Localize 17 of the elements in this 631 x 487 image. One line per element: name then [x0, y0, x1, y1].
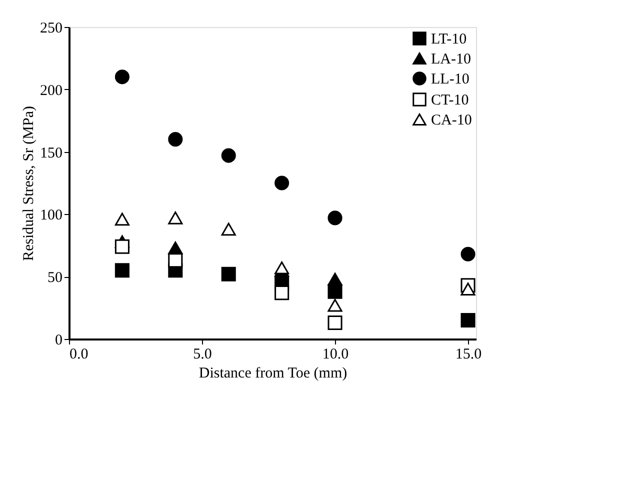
legend-label: LL-10	[431, 72, 470, 88]
y-tick-label: 250	[40, 20, 62, 36]
y-axis-title: Residual Stress, Sr (MPa)	[21, 106, 37, 261]
legend-label: CT-10	[431, 92, 469, 108]
x-axis-title: Distance from Toe (mm)	[198, 366, 348, 382]
y-tick-label: 50	[48, 270, 62, 286]
legend-label: CA-10	[431, 112, 472, 128]
y-tick-label: 100	[40, 208, 62, 224]
legend-label: LA-10	[431, 52, 471, 68]
x-tick-label: 5.0	[193, 346, 212, 362]
y-tick-label: 150	[40, 145, 62, 162]
x-tick-label: 10.0	[322, 346, 349, 362]
y-tick-label: 200	[40, 82, 62, 99]
x-tick-label: 15.0	[455, 346, 482, 362]
x-tick-label: 0.0	[70, 346, 88, 362]
legend-label: LT-10	[431, 32, 467, 48]
y-tick-label: 0	[55, 332, 62, 348]
